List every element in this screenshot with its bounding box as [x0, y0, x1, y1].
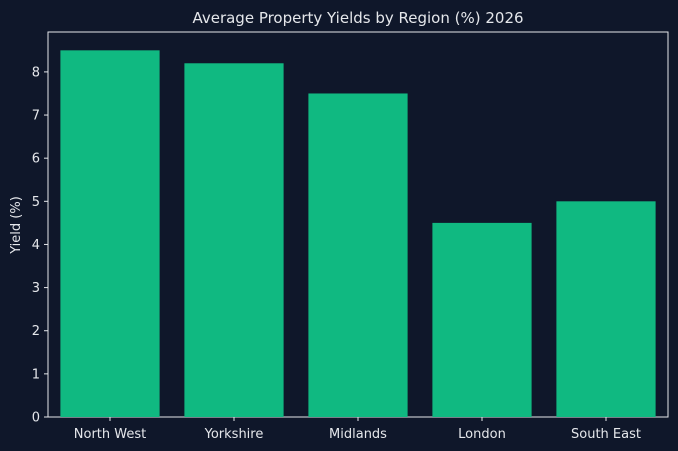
y-tick-label: 0	[32, 411, 40, 426]
y-tick-label: 8	[32, 65, 40, 80]
y-tick-label: 5	[32, 195, 40, 210]
y-tick-label: 1	[32, 367, 40, 382]
x-tick-label: Midlands	[329, 427, 387, 442]
y-tick-label: 6	[32, 152, 40, 167]
y-axis-ticks: 0 1 2 3 4 5 6 7 8	[32, 65, 48, 426]
y-tick-label: 3	[32, 281, 40, 296]
bar-south-east	[556, 201, 656, 417]
chart-title: Average Property Yields by Region (%) 20…	[192, 9, 523, 27]
x-axis-ticks: North West Yorkshire Midlands London South E…	[74, 417, 641, 442]
y-tick-label: 2	[32, 324, 40, 339]
bar-midlands	[308, 93, 408, 418]
y-tick-label: 4	[32, 238, 40, 253]
bar-north-west	[60, 50, 160, 417]
x-tick-label: North West	[74, 427, 146, 442]
y-axis-label: Yield (%)	[9, 196, 24, 255]
x-tick-label: Yorkshire	[204, 427, 264, 442]
x-tick-label: London	[458, 427, 506, 442]
bar-yorkshire	[184, 63, 284, 418]
bars-group	[60, 50, 656, 418]
bar-london	[432, 222, 532, 417]
y-tick-label: 7	[32, 109, 40, 124]
x-tick-label: South East	[571, 427, 641, 442]
